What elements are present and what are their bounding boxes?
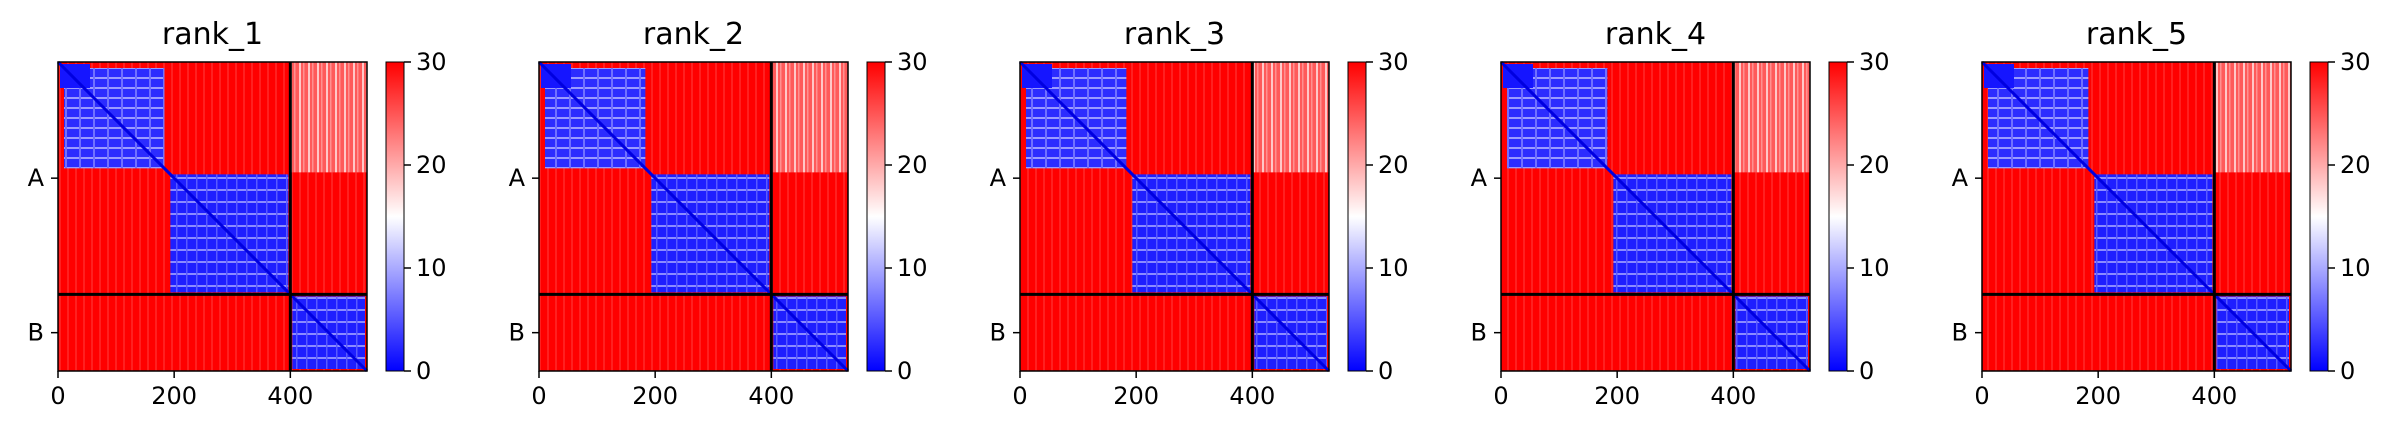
- chain-label: B: [990, 319, 1006, 347]
- colorbar-tick-label: 30: [1378, 48, 1409, 76]
- colorbar-tick-label: 10: [416, 254, 447, 282]
- panel-1: rank_1 0 200 400 A B 0 10 20 30: [28, 17, 447, 410]
- panel-title: rank_5: [2086, 17, 2187, 52]
- panel-title: rank_1: [162, 17, 263, 52]
- block-a1-b: [1733, 62, 1810, 173]
- pae-heatmap: [537, 60, 850, 373]
- colorbar-tick-label: 10: [2340, 254, 2371, 282]
- x-tick-label: 0: [531, 382, 546, 410]
- colorbar-tick-label: 10: [897, 254, 928, 282]
- heatmap-frame: [57, 61, 368, 372]
- x-tick-label: 200: [1594, 382, 1640, 410]
- pae-heatmap: [1980, 60, 2293, 373]
- heatmap-frame: [1500, 61, 1811, 372]
- chain-label: B: [28, 319, 44, 347]
- colorbar-tick-label: 20: [416, 151, 447, 179]
- colorbar-tick-label: 20: [897, 151, 928, 179]
- panel-4: rank_4 0 200 400 A B 0 10 20 30: [1471, 17, 1890, 410]
- colorbar-tick-label: 20: [1378, 151, 1409, 179]
- heatmap-frame: [1981, 61, 2292, 372]
- x-tick-label: 400: [1229, 382, 1275, 410]
- chain-label: A: [990, 164, 1007, 192]
- panel-3: rank_3 0 200 400 A B 0 10 20 30: [990, 17, 1409, 410]
- colorbar-tick-label: 30: [2340, 48, 2371, 76]
- panel-title: rank_3: [1124, 17, 1225, 52]
- x-tick-label: 400: [267, 382, 313, 410]
- chain-label: B: [509, 319, 525, 347]
- colorbar-tick-label: 30: [897, 48, 928, 76]
- colorbar: [1347, 61, 1367, 372]
- colorbar-tick-label: 20: [1859, 151, 1890, 179]
- diagonal-line: [537, 60, 850, 373]
- block-a1-b: [771, 62, 848, 173]
- colorbar-tick-label: 0: [2340, 357, 2355, 385]
- colorbar-tick-label: 10: [1859, 254, 1890, 282]
- x-tick-label: 200: [1113, 382, 1159, 410]
- diagonal-line: [1499, 60, 1812, 373]
- x-tick-label: 200: [2075, 382, 2121, 410]
- colorbar: [1828, 61, 1848, 372]
- colorbar-tick-label: 0: [897, 357, 912, 385]
- diagonal-line: [56, 60, 369, 373]
- colorbar: [2309, 61, 2329, 372]
- chain-label: A: [1471, 164, 1488, 192]
- chain-label: B: [1471, 319, 1487, 347]
- x-tick-label: 0: [50, 382, 65, 410]
- diagonal-line: [1980, 60, 2293, 373]
- heatmap-frame: [538, 61, 849, 372]
- colorbar: [866, 61, 886, 372]
- colorbar-tick-label: 0: [1859, 357, 1874, 385]
- x-tick-label: 0: [1493, 382, 1508, 410]
- x-tick-label: 400: [2191, 382, 2237, 410]
- colorbar-tick-label: 10: [1378, 254, 1409, 282]
- colorbar-tick-label: 30: [416, 48, 447, 76]
- panel-5: rank_5 0 200 400 A B 0 10 20 30: [1952, 17, 2371, 410]
- x-tick-label: 400: [748, 382, 794, 410]
- panel-title: rank_4: [1605, 17, 1706, 52]
- diagonal-line: [1018, 60, 1331, 373]
- x-tick-label: 200: [632, 382, 678, 410]
- colorbar: [385, 61, 405, 372]
- colorbar-tick-label: 20: [2340, 151, 2371, 179]
- x-tick-label: 0: [1974, 382, 1989, 410]
- pae-heatmap: [56, 60, 369, 373]
- x-tick-label: 200: [151, 382, 197, 410]
- pae-heatmap: [1018, 60, 1331, 373]
- colorbar-tick-label: 30: [1859, 48, 1890, 76]
- chain-label: A: [509, 164, 526, 192]
- x-tick-label: 400: [1710, 382, 1756, 410]
- block-a1-b: [2214, 62, 2291, 173]
- block-a1-b: [1252, 62, 1329, 173]
- colorbar-tick-label: 0: [1378, 357, 1393, 385]
- x-tick-label: 0: [1012, 382, 1027, 410]
- pae-heatmap: [1499, 60, 1812, 373]
- block-a1-b: [290, 62, 367, 173]
- heatmap-frame: [1019, 61, 1330, 372]
- panel-title: rank_2: [643, 17, 744, 52]
- panel-2: rank_2 0 200 400 A B 0 10 20 30: [509, 17, 928, 410]
- chain-label: B: [1952, 319, 1968, 347]
- chain-label: A: [1952, 164, 1969, 192]
- colorbar-tick-label: 0: [416, 357, 431, 385]
- chain-label: A: [28, 164, 45, 192]
